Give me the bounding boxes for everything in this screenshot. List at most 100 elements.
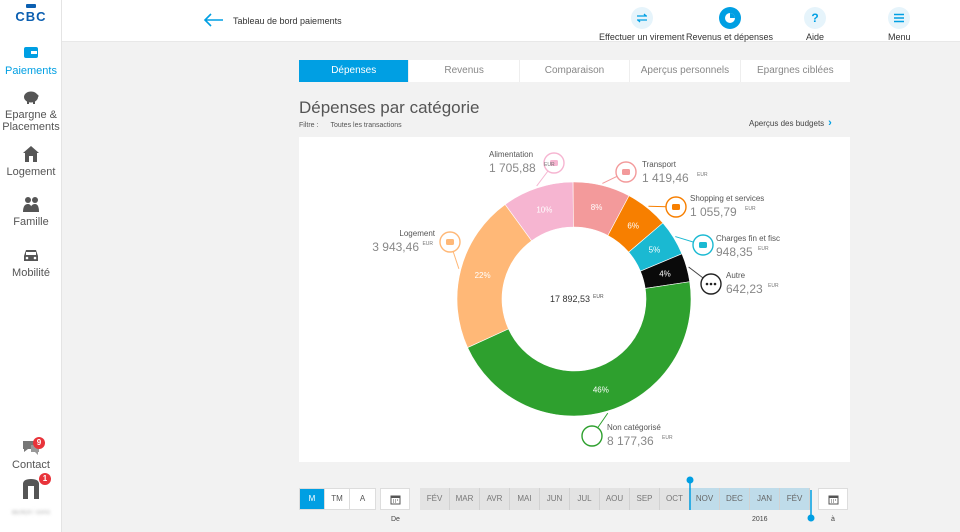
donut-chart: 10% 8%6%5%4%46%22%17 892,53 EURAlimentatio… [372, 150, 780, 448]
pie-chart-icon [718, 7, 741, 29]
month-9[interactable]: NOV [690, 488, 720, 510]
category-amount: 1 419,46 [642, 171, 689, 185]
year-label: 2016 [752, 516, 768, 523]
month-3[interactable]: MAI [510, 488, 540, 510]
car-icon-glyph [622, 169, 630, 175]
circle-icon [581, 425, 603, 447]
range-end-handle[interactable] [807, 514, 815, 522]
topbar: Tableau de bord paiements Effectuer un v… [62, 0, 960, 42]
category-currency: EUR [745, 206, 756, 212]
sidebar-item-paiements[interactable]: Paiements [0, 44, 62, 77]
tab-comparaison[interactable]: Comparaison [520, 60, 631, 82]
gavel-icon-glyph [699, 242, 707, 248]
month-12[interactable]: FÉV [780, 488, 810, 510]
category-name: Shopping et services [690, 194, 764, 203]
period-mode-m[interactable]: M [300, 489, 325, 509]
sidebar-item-label: Mobilité [12, 267, 50, 279]
sidebar-item-label: Paiements [5, 65, 57, 77]
donut-slice-5[interactable] [467, 281, 692, 417]
category-currency: EUR [422, 241, 433, 247]
month-1[interactable]: MAR [450, 488, 480, 510]
sidebar-item-famille[interactable]: Famille [0, 195, 62, 228]
sidebar-item-label: Epargne & Placements [2, 109, 60, 133]
month-strip: FÉV MAR AVR MAI JUN JUL AOU SEP OCT NOV DEC JAN FÉV [420, 488, 810, 510]
back-arrow-icon[interactable] [202, 12, 224, 28]
sidebar-item-logement[interactable]: Logement [0, 145, 62, 178]
budget-link-label: Aperçus des budgets [749, 119, 825, 128]
profile-button[interactable] [0, 478, 62, 503]
help-button[interactable]: ? Aide [804, 7, 826, 42]
to-label: à [831, 516, 835, 523]
transfer-icon [630, 7, 653, 29]
menu-icon [888, 7, 911, 29]
logo-text: CBC [15, 9, 47, 24]
menu-button[interactable]: Menu [888, 7, 911, 42]
page-title: Tableau de bord paiements [233, 16, 342, 26]
help-icon: ? [804, 7, 826, 29]
more-dot [713, 282, 717, 286]
tab-epargnes-ciblees[interactable]: Epargnes ciblées [756, 65, 834, 76]
slice-pct-label: 22% [475, 271, 491, 280]
month-5[interactable]: JUL [570, 488, 600, 510]
category-currency: EUR [768, 283, 779, 289]
month-2[interactable]: AVR [480, 488, 510, 510]
tab-apercus-personnels[interactable]: Aperçus personnels [630, 60, 741, 82]
tab-bar: Dépenses Revenus Comparaison Aperçus per… [299, 60, 850, 82]
revenus-depenses-button[interactable]: Revenus et dépenses [686, 7, 773, 42]
transfer-button[interactable]: Effectuer un virement [599, 7, 684, 42]
calendar-icon [390, 495, 400, 504]
logo-mark [26, 4, 36, 8]
cbc-logo[interactable]: CBC [11, 4, 51, 34]
period-mode-tm[interactable]: TM [325, 489, 350, 509]
sidebar-item-mobilite[interactable]: Mobilité [0, 246, 62, 279]
slice-pct-label: 6% [627, 221, 639, 230]
sidebar-item-contact[interactable]: Contact [0, 438, 62, 471]
chevron-right-icon: › [828, 117, 832, 129]
wallet-icon [24, 47, 38, 58]
tab-revenus[interactable]: Revenus [409, 60, 520, 82]
calendar-icon [828, 495, 838, 504]
category-name: Autre [726, 271, 746, 280]
month-11[interactable]: JAN [750, 488, 780, 510]
category-name: Logement [399, 229, 435, 238]
category-amount: 1 705,88 [489, 161, 536, 175]
profile-icon [23, 479, 39, 499]
period-mode-a[interactable]: A [359, 494, 366, 503]
slice-pct-label: 46% [593, 386, 609, 395]
category-currency: EUR [758, 246, 769, 252]
sidebar-item-label: Contact [12, 459, 50, 471]
filter-label: Filtre : [299, 122, 319, 129]
filter[interactable]: Filtre : Toutes les transactions [299, 122, 402, 129]
month-4[interactable]: JUN [540, 488, 570, 510]
chart-total-currency: EUR [593, 294, 604, 300]
calendar-from-button[interactable] [380, 488, 410, 510]
filter-value: Toutes les transactions [330, 122, 402, 129]
cart-icon-glyph [550, 160, 558, 166]
month-10[interactable]: DEC [720, 488, 750, 510]
slice-pct-label: 10% [536, 205, 552, 214]
budget-overview-link[interactable]: Aperçus des budgets › [749, 117, 832, 129]
house-icon [23, 146, 39, 162]
category-amount: 1 055,79 [690, 205, 737, 219]
category-name: Charges fin et fisc [716, 234, 780, 243]
sidebar-item-epargne[interactable]: Epargne & Placements [0, 88, 62, 133]
category-currency: EUR [662, 435, 673, 441]
tab-depenses[interactable]: Dépenses [299, 60, 410, 82]
calendar-to-button[interactable] [818, 488, 848, 510]
period-mode-toggle: M TM A [299, 488, 376, 510]
menu-label: Menu [888, 32, 911, 42]
category-currency: EUR [697, 172, 708, 178]
category-currency: EUR [544, 162, 555, 168]
more-dot [709, 282, 713, 286]
chart-total: 17 892,53 [550, 294, 590, 304]
slice-pct-label: 5% [649, 245, 661, 254]
range-start-handle[interactable] [686, 476, 694, 484]
month-7[interactable]: SEP [630, 488, 660, 510]
sidebar: CBC Paiements Epargne & Placements Logem… [0, 0, 62, 532]
month-0[interactable]: FÉV [420, 488, 450, 510]
section-title: Dépenses par catégorie [299, 98, 480, 117]
month-6[interactable]: AOU [600, 488, 630, 510]
from-label: De [391, 516, 400, 523]
donut-slice-6[interactable] [456, 204, 533, 348]
revenus-depenses-label: Revenus et dépenses [686, 32, 774, 42]
